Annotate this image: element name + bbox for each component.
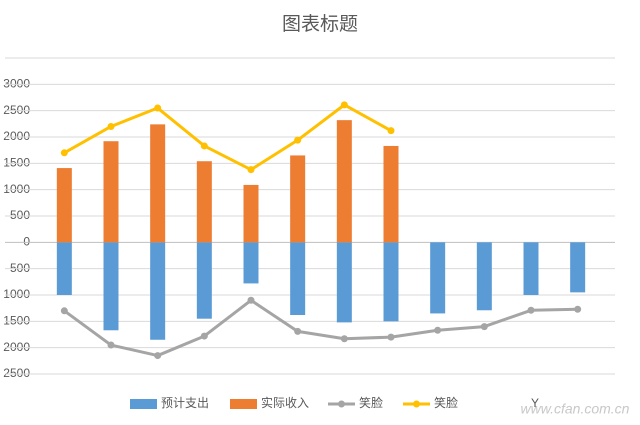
legend-label: Y (531, 396, 539, 410)
y-tick-label: 500 (10, 261, 30, 275)
y-tick-label: 1500 (3, 156, 30, 170)
line-marker (247, 166, 255, 174)
legend-swatch (230, 399, 257, 409)
bar (56, 168, 72, 243)
legend-swatch (413, 400, 420, 408)
bar (290, 242, 306, 316)
line-marker (154, 104, 162, 112)
bar (290, 155, 306, 243)
bar (383, 145, 399, 243)
y-tick-label: 1000 (3, 182, 30, 196)
line-marker (247, 296, 255, 304)
line (63, 103, 392, 172)
bar (103, 242, 119, 331)
line-marker (340, 101, 348, 109)
bar (196, 242, 212, 319)
line (63, 298, 578, 358)
line-marker (387, 333, 395, 341)
line-marker (107, 122, 115, 130)
bar (570, 242, 586, 293)
bar (523, 242, 539, 295)
line-marker (200, 142, 208, 150)
bar (383, 242, 399, 322)
legend-swatch (338, 400, 345, 408)
line-marker (200, 332, 208, 340)
bar (430, 242, 446, 314)
line-marker (480, 323, 488, 331)
y-tick-label: 500 (10, 208, 30, 222)
line-marker (434, 326, 442, 334)
y-tick-label: 2000 (3, 129, 30, 143)
line-marker (574, 305, 582, 313)
watermark: www.cfan.com.cn (521, 401, 630, 417)
y-tick-label: 2500 (3, 103, 30, 117)
bar (150, 242, 166, 340)
y-tick-label: 0 (23, 235, 30, 249)
line-marker (60, 307, 68, 315)
line-marker (340, 335, 348, 343)
bar (150, 124, 166, 243)
y-tick-label: 1000 (3, 287, 30, 301)
line-marker (60, 149, 68, 157)
line-marker (154, 352, 162, 360)
line-marker (107, 341, 115, 349)
line-marker (527, 306, 535, 314)
line-marker (294, 327, 302, 335)
y-tick-label: 2500 (3, 366, 30, 380)
legend-label: 笑脸 (434, 395, 458, 410)
bar (243, 184, 259, 243)
bar (476, 242, 492, 311)
bar (196, 161, 212, 243)
y-tick-label: 3000 (3, 77, 30, 91)
line-marker (294, 136, 302, 144)
bar (336, 242, 352, 323)
legend-label: 预计支出 (161, 396, 209, 410)
line-marker (387, 127, 395, 135)
y-tick-label: 1500 (3, 314, 30, 328)
legend-swatch (130, 399, 157, 409)
bar (336, 120, 352, 243)
bar (103, 141, 119, 243)
y-tick-label: 2000 (3, 340, 30, 354)
bar (56, 242, 72, 295)
chart-title: 图表标题 (282, 13, 358, 35)
legend-label: 实际收入 (261, 395, 309, 410)
bar (243, 242, 259, 284)
legend-label: 笑脸 (359, 395, 383, 410)
